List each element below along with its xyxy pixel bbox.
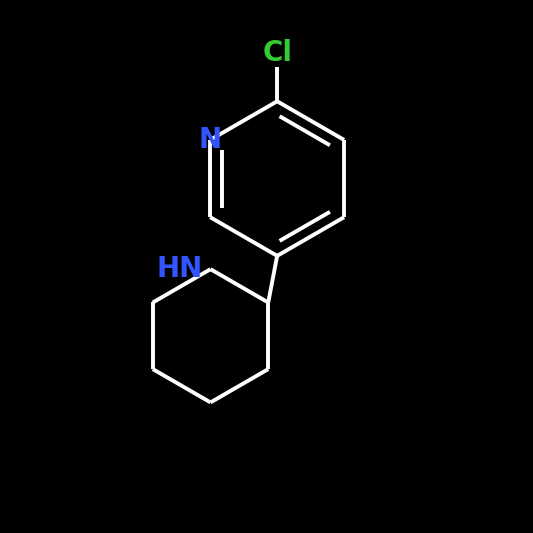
Text: N: N: [199, 126, 222, 154]
Text: Cl: Cl: [262, 39, 292, 67]
Text: HN: HN: [156, 255, 203, 283]
